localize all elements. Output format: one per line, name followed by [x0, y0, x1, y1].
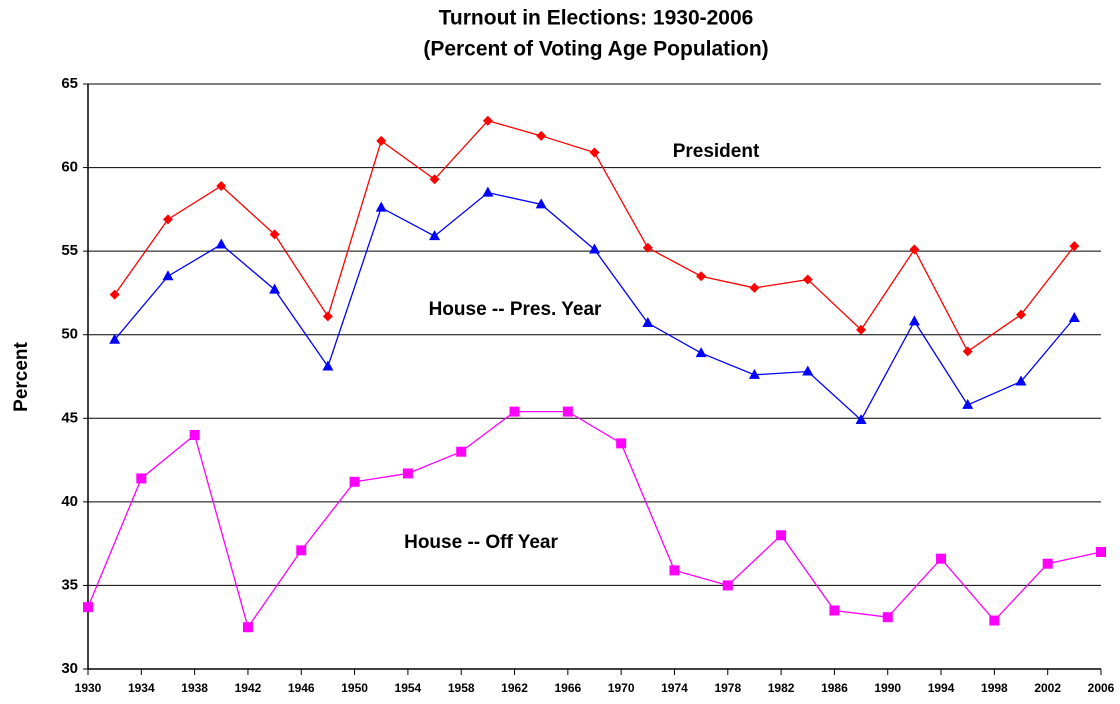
- x-tick-label: 1990: [874, 681, 901, 695]
- point-marker: [215, 238, 227, 249]
- x-tick-label: 1982: [768, 681, 795, 695]
- point-marker: [909, 244, 920, 255]
- y-tick-label: 60: [61, 159, 78, 176]
- x-tick-label: 1978: [714, 681, 741, 695]
- series-line: [87, 410, 1102, 629]
- point-marker: [1016, 309, 1027, 320]
- point-marker: [936, 553, 947, 564]
- x-tick-label: 1986: [821, 681, 848, 695]
- point-marker: [696, 271, 707, 282]
- point-marker: [296, 545, 307, 556]
- point-marker: [882, 612, 893, 623]
- y-tick-label: 50: [61, 326, 78, 343]
- point-marker: [802, 274, 813, 285]
- point-marker: [722, 580, 733, 591]
- point-marker: [429, 230, 441, 241]
- point-marker: [962, 346, 973, 357]
- x-tick-label: 1954: [395, 681, 422, 695]
- point-marker: [748, 368, 760, 379]
- point-marker: [535, 198, 547, 209]
- point-marker: [109, 333, 121, 344]
- point-marker: [855, 413, 867, 424]
- point-marker: [536, 130, 547, 141]
- x-tick-label: 1966: [554, 681, 581, 695]
- series-label: House -- Pres. Year: [429, 299, 602, 320]
- series-label: House -- Off Year: [404, 532, 558, 553]
- y-axis-label: Percent: [11, 341, 32, 411]
- point-marker: [482, 115, 493, 126]
- point-marker: [989, 615, 1000, 626]
- y-tick-label: 55: [61, 242, 78, 259]
- point-marker: [109, 289, 120, 300]
- point-marker: [269, 229, 280, 240]
- point-marker: [482, 186, 494, 197]
- point-marker: [695, 347, 707, 358]
- x-tick-label: 1974: [661, 681, 688, 695]
- series-label: President: [673, 141, 760, 162]
- x-tick-label: 1970: [608, 681, 635, 695]
- chart-subtitle: (Percent of Voting Age Population): [423, 38, 768, 61]
- y-tick-label: 65: [61, 75, 78, 92]
- y-tick-label: 45: [61, 409, 78, 426]
- point-marker: [1068, 312, 1080, 322]
- point-marker: [269, 283, 281, 294]
- x-tick-label: 1998: [981, 681, 1008, 695]
- point-marker: [402, 468, 413, 479]
- point-marker: [322, 360, 334, 371]
- point-marker: [242, 622, 253, 633]
- point-marker: [749, 282, 760, 293]
- point-marker: [216, 180, 227, 191]
- x-tick-label: 1958: [448, 681, 475, 695]
- point-marker: [589, 243, 600, 254]
- point-marker: [908, 315, 920, 326]
- x-tick-label: 2006: [1088, 681, 1115, 695]
- point-marker: [136, 473, 147, 484]
- point-marker: [1042, 558, 1053, 569]
- point-marker: [375, 201, 387, 212]
- point-marker: [509, 406, 520, 417]
- x-tick-label: 1942: [235, 681, 262, 695]
- point-marker: [616, 438, 627, 449]
- point-marker: [162, 270, 174, 281]
- point-marker: [962, 398, 974, 409]
- point-marker: [589, 147, 600, 158]
- point-marker: [1069, 241, 1080, 252]
- point-marker: [856, 324, 867, 335]
- point-marker: [642, 317, 654, 328]
- point-marker: [83, 602, 93, 613]
- x-tick-label: 1930: [75, 681, 102, 695]
- x-tick-label: 2002: [1034, 681, 1061, 695]
- point-marker: [829, 605, 840, 616]
- x-tick-label: 1950: [341, 681, 368, 695]
- point-marker: [456, 446, 467, 457]
- point-marker: [802, 365, 814, 376]
- x-tick-label: 1934: [128, 681, 155, 695]
- chart-title: Turnout in Elections: 1930-2006: [439, 7, 754, 30]
- point-marker: [776, 530, 787, 541]
- point-marker: [562, 406, 573, 417]
- point-marker: [669, 565, 680, 576]
- point-marker: [642, 242, 653, 253]
- y-tick-label: 40: [61, 493, 78, 510]
- y-tick-label: 35: [61, 576, 78, 593]
- point-marker: [162, 214, 173, 225]
- x-tick-label: 1962: [501, 681, 528, 695]
- point-marker: [376, 135, 387, 146]
- point-marker: [1015, 375, 1027, 386]
- point-marker: [429, 174, 440, 185]
- x-tick-label: 1938: [181, 681, 208, 695]
- point-marker: [322, 311, 333, 322]
- point-marker: [189, 430, 200, 440]
- y-tick-label: 30: [61, 660, 78, 677]
- x-tick-label: 1994: [928, 681, 955, 695]
- point-marker: [1096, 547, 1106, 557]
- point-marker: [349, 476, 360, 487]
- x-tick-label: 1946: [288, 681, 315, 695]
